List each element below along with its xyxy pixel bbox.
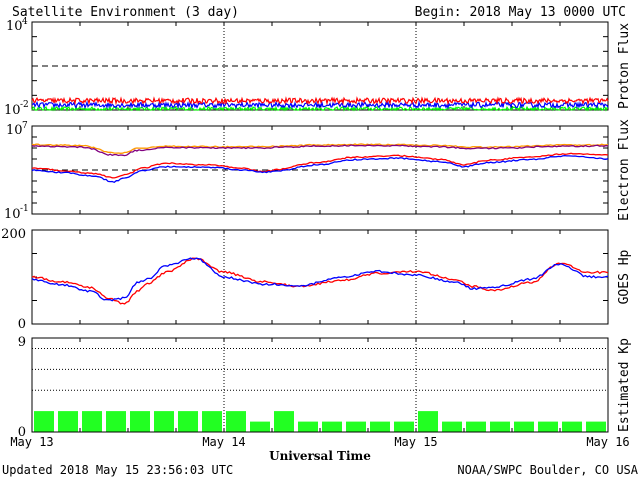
chart-title: Satellite Environment (3 day) xyxy=(12,5,239,20)
electron-ytick-bottom-exp: -1 xyxy=(20,204,29,214)
kp-bar-23 xyxy=(586,421,606,432)
electron-ytick-bottom: 10 xyxy=(4,207,21,222)
hp-ylabel: GOES Hp xyxy=(617,249,632,304)
electron-ytick-top-exp: 7 xyxy=(22,121,28,131)
estimated-kp-panel: Estimated Kp 9 0 xyxy=(18,335,632,440)
hp-frame xyxy=(31,229,609,325)
x-tick-label-may14: May 14 xyxy=(202,435,245,449)
proton-ytick-top: 10 xyxy=(6,19,23,34)
kp-bar-11 xyxy=(298,421,318,432)
proton-ytick-top-exp: 4 xyxy=(22,17,28,27)
kp-bar-20 xyxy=(514,421,534,432)
kp-bar-19 xyxy=(490,421,510,432)
electron-series-red xyxy=(31,152,609,179)
kp-bar-2 xyxy=(82,411,102,432)
x-axis-tick-labels: May 13 May 14 May 15 May 16 xyxy=(10,435,629,449)
x-tick-label-may16: May 16 xyxy=(586,435,629,449)
kp-bar-0 xyxy=(34,411,54,432)
kp-bar-7 xyxy=(202,411,222,432)
kp-bar-6 xyxy=(178,411,198,432)
kp-bar-16 xyxy=(418,411,438,432)
proton-ytick-bottom-exp: -2 xyxy=(20,100,29,110)
proton-series-red xyxy=(31,96,609,106)
hp-series-red xyxy=(31,257,609,305)
proton-ytick-bottom: 10 xyxy=(4,103,21,118)
kp-bar-21 xyxy=(538,421,558,432)
kp-ylabel: Estimated Kp xyxy=(617,338,632,432)
hp-ytick-top: 200 xyxy=(1,227,26,242)
kp-bar-18 xyxy=(466,421,486,432)
electron-ylabel: Electron Flux xyxy=(617,119,632,221)
proton-frame xyxy=(31,21,609,111)
electron-series-blue xyxy=(31,154,609,184)
kp-bar-5 xyxy=(154,411,174,432)
kp-bar-12 xyxy=(322,421,342,432)
kp-bar-1 xyxy=(58,411,78,432)
proton-ylabel: Proton Flux xyxy=(617,23,632,109)
kp-bar-9 xyxy=(250,421,270,432)
kp-bar-13 xyxy=(346,421,366,432)
updated-timestamp: Updated 2018 May 15 23:56:03 UTC xyxy=(2,463,233,477)
begin-time: Begin: 2018 May 13 0000 UTC xyxy=(415,5,626,20)
kp-bar-10 xyxy=(274,411,294,432)
electron-frame xyxy=(31,125,609,215)
kp-ytick-top: 9 xyxy=(18,335,26,350)
x-tick-label-may15: May 15 xyxy=(394,435,437,449)
goes-hp-panel: GOES Hp 200 0 xyxy=(1,227,632,332)
proton-series-green xyxy=(31,105,609,112)
x-axis-title: Universal Time xyxy=(269,449,371,463)
kp-bar-3 xyxy=(106,411,126,432)
kp-bar-14 xyxy=(370,421,390,432)
x-tick-label-may13: May 13 xyxy=(10,435,53,449)
source-credit: NOAA/SWPC Boulder, CO USA xyxy=(457,463,638,477)
hp-ytick-bottom: 0 xyxy=(18,317,26,332)
kp-bar-8 xyxy=(226,411,246,432)
kp-bar-22 xyxy=(562,421,582,432)
kp-ytick-bottom: 0 xyxy=(18,425,26,440)
electron-series-purple xyxy=(31,144,609,157)
electron-ytick-top: 10 xyxy=(6,123,23,138)
hp-series-blue xyxy=(31,257,609,302)
kp-bar-17 xyxy=(442,421,462,432)
kp-bar-15 xyxy=(394,421,414,432)
kp-bar-4 xyxy=(130,411,150,432)
